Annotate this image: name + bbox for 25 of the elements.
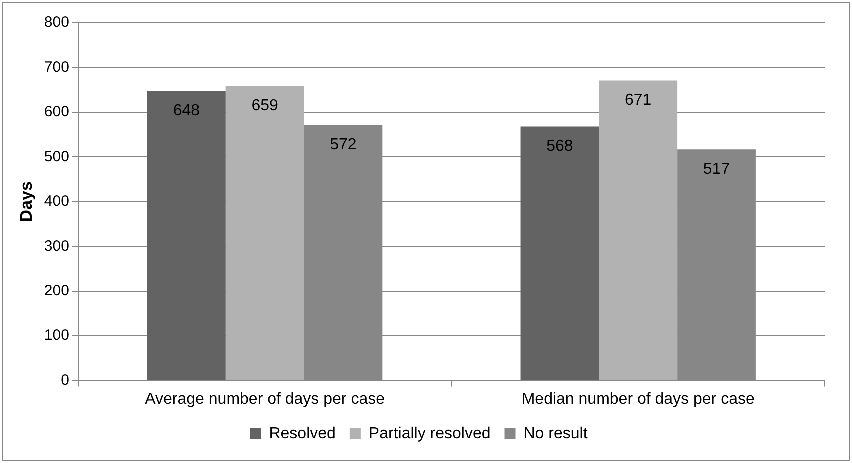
y-tick-label: 300	[44, 238, 70, 255]
data-label: 648	[173, 102, 200, 120]
data-label: 517	[703, 160, 730, 178]
y-tick-label: 700	[44, 58, 70, 76]
bar	[599, 80, 678, 380]
x-tick-label: Average number of days per case	[145, 390, 386, 408]
data-label: 671	[625, 92, 652, 110]
legend-label: Resolved	[269, 425, 336, 442]
y-tick-label: 0	[61, 372, 70, 389]
y-tick-label: 800	[44, 14, 70, 32]
bar	[520, 126, 600, 380]
bar	[147, 90, 226, 380]
legend-label: No result	[524, 425, 588, 442]
data-label: 568	[546, 138, 574, 156]
legend-label: Partially resolved	[368, 425, 491, 442]
data-label: 659	[252, 97, 279, 114]
y-tick-label: 100	[44, 327, 70, 344]
y-tick-label: 200	[44, 282, 70, 300]
y-tick-label: 600	[44, 104, 70, 121]
x-tick-label: Median number of days per case	[522, 390, 755, 408]
y-axis-title: Days	[16, 182, 36, 222]
y-tick-label: 500	[44, 148, 70, 166]
bar	[226, 86, 304, 380]
data-label: 572	[330, 136, 357, 154]
y-tick-label: 400	[44, 193, 70, 210]
